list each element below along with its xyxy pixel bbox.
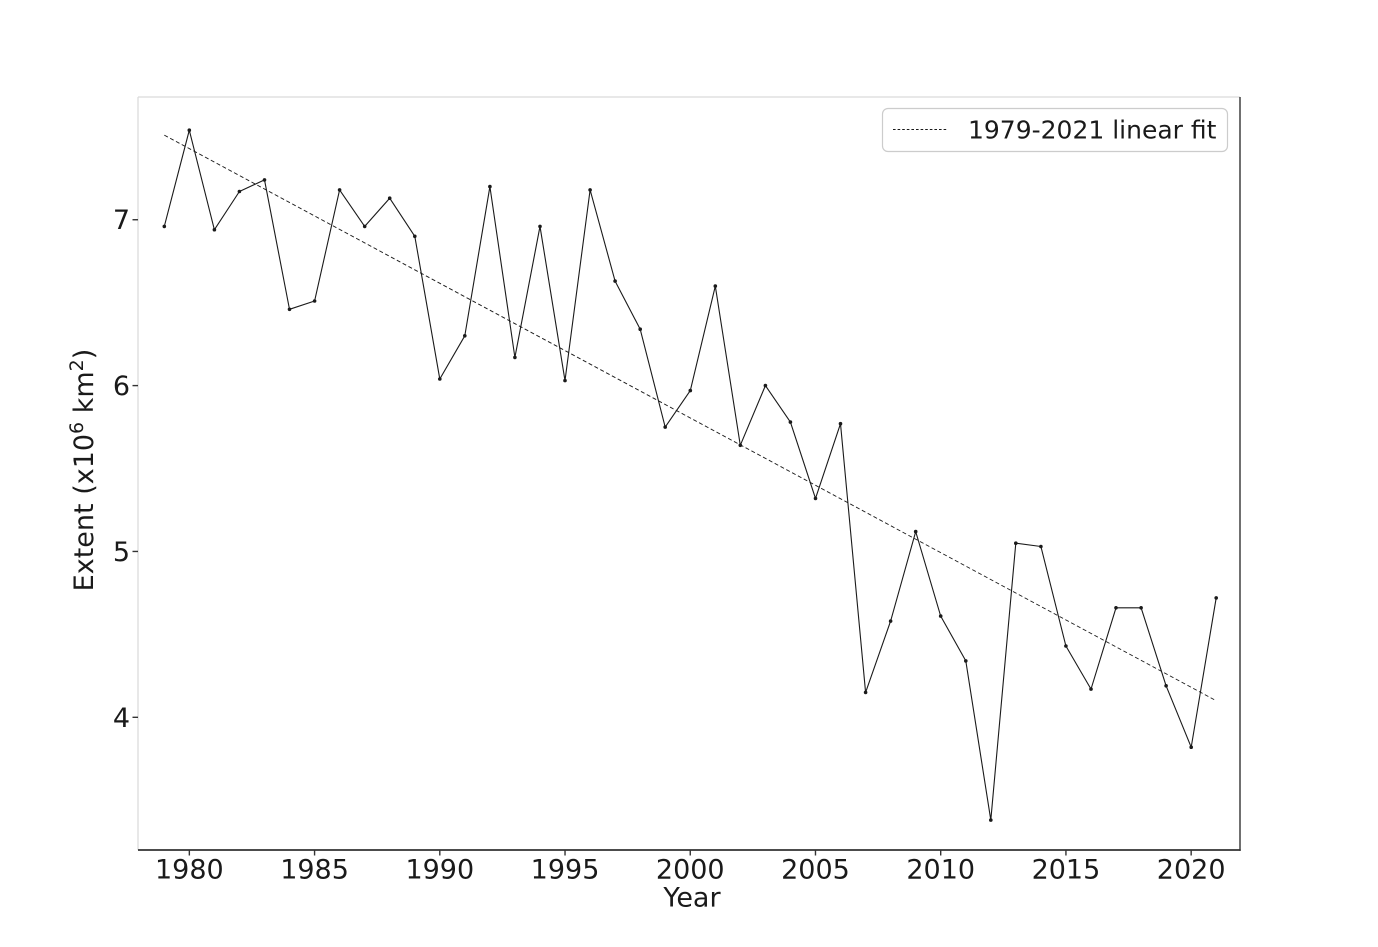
x-tick-label: 2000 xyxy=(656,855,725,886)
data-point xyxy=(613,279,617,283)
data-point xyxy=(513,355,517,360)
data-point xyxy=(262,178,267,182)
data-point xyxy=(989,818,993,822)
data-point xyxy=(187,128,192,132)
data-point xyxy=(287,307,292,312)
legend-label: 1979-2021 linear fit xyxy=(968,116,1217,145)
data-point xyxy=(237,189,242,194)
y-axis-label: Extent (x106 km2) xyxy=(66,349,100,592)
data-point xyxy=(913,529,918,534)
trend-line xyxy=(164,134,1217,702)
data-point xyxy=(162,224,167,229)
data-point xyxy=(663,425,667,429)
data-point xyxy=(1039,544,1043,549)
data-point xyxy=(1139,606,1143,610)
data-point xyxy=(638,327,642,332)
data-point xyxy=(588,188,592,192)
x-tick-label: 1995 xyxy=(531,855,600,886)
data-point xyxy=(688,388,693,393)
data-point xyxy=(387,196,392,200)
data-point xyxy=(938,614,943,618)
data-point xyxy=(538,224,542,229)
data-point xyxy=(438,377,442,381)
data-point xyxy=(563,378,567,383)
data-point xyxy=(212,227,217,232)
data-point xyxy=(1114,606,1118,610)
data-point xyxy=(964,659,968,663)
x-axis-label: Year xyxy=(662,883,721,914)
legend-box xyxy=(881,107,1229,153)
data-point xyxy=(413,234,417,239)
x-tick-label: 2020 xyxy=(1157,855,1226,886)
x-axis-ticks: 1980 1985 1990 1995 2000 2005 2010 2015 2020 xyxy=(155,850,1226,886)
data-point xyxy=(813,496,818,501)
data-point xyxy=(1089,687,1093,691)
data-point xyxy=(863,690,868,695)
x-tick-label: 2015 xyxy=(1032,855,1101,886)
plot-spines xyxy=(137,96,1241,851)
data-point xyxy=(488,184,492,189)
x-tick-label: 2010 xyxy=(906,855,975,886)
y-tick-label: 5 xyxy=(113,537,130,568)
data-point xyxy=(1064,644,1068,648)
data-point xyxy=(1189,745,1193,749)
data-point xyxy=(312,299,317,303)
data-point xyxy=(788,420,793,424)
x-tick-label: 2005 xyxy=(781,855,850,886)
data-point xyxy=(888,619,893,623)
data-series-group xyxy=(162,128,1218,822)
data-point xyxy=(463,334,467,338)
data-point xyxy=(1214,596,1218,600)
y-tick-label: 6 xyxy=(113,371,130,402)
data-point xyxy=(713,284,718,288)
x-tick-label: 1980 xyxy=(155,855,224,886)
data-point xyxy=(337,188,342,192)
data-point xyxy=(1164,684,1168,688)
data-point xyxy=(362,224,367,229)
data-point xyxy=(1014,541,1018,545)
y-axis-ticks: 4 5 6 7 xyxy=(113,205,138,734)
data-point xyxy=(763,383,768,388)
data-point xyxy=(738,443,743,448)
x-tick-label: 1990 xyxy=(405,855,474,886)
legend: 1979-2021 linear fit xyxy=(881,107,1229,153)
y-tick-label: 4 xyxy=(113,703,130,734)
x-tick-label: 1985 xyxy=(280,855,349,886)
series-line xyxy=(163,129,1217,821)
trend-line-group xyxy=(164,134,1217,702)
y-tick-label: 7 xyxy=(113,205,130,236)
data-point xyxy=(838,421,843,426)
